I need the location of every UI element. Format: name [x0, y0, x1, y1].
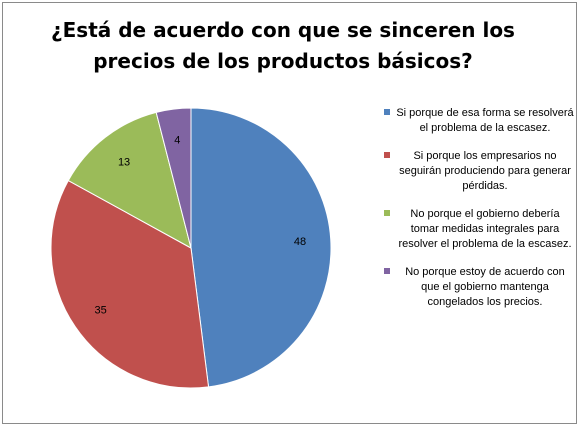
- legend-swatch-1: [384, 152, 390, 158]
- slice-value-label-0: 48: [294, 236, 306, 248]
- pie-slice-1: [50, 179, 210, 389]
- slice-value-label-3: 4: [174, 135, 180, 147]
- legend-swatch-3: [384, 268, 390, 274]
- chart-title: ¿Está de acuerdo con que se sinceren los…: [51, 18, 515, 73]
- legend-item-0: Si porque de esa forma se resolverá el p…: [384, 106, 574, 136]
- legend-item-2: No porque el gobierno debería tomar medi…: [384, 207, 574, 252]
- slice-value-label-2: 13: [118, 157, 130, 169]
- slice-value-label-1: 35: [95, 304, 107, 316]
- pie-slice-2: [67, 111, 192, 249]
- pie-slice-3: [155, 107, 192, 249]
- legend-label-0: Si porque de esa forma se resolverá el p…: [396, 107, 574, 134]
- legend-swatch-2: [384, 210, 390, 216]
- legend-label-1: Si porque los empresarios no seguirán pr…: [399, 150, 571, 192]
- legend: Si porque de esa forma se resolverá el p…: [384, 106, 574, 323]
- legend-item-3: No porque estoy de acuerdo con que el go…: [384, 265, 574, 310]
- legend-label-2: No porque el gobierno debería tomar medi…: [398, 208, 572, 250]
- legend-item-1: Si porque los empresarios no seguirán pr…: [384, 149, 574, 194]
- legend-label-3: No porque estoy de acuerdo con que el go…: [405, 266, 565, 308]
- pie-slice-0: [190, 107, 332, 388]
- legend-swatch-0: [384, 109, 390, 115]
